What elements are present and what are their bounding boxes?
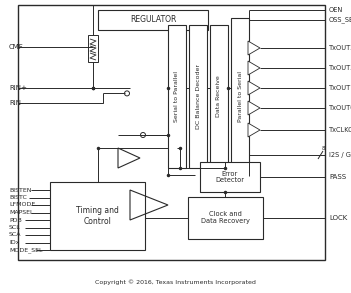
Text: LOCK: LOCK	[329, 215, 347, 221]
Text: I2S / GPIO: I2S / GPIO	[329, 152, 351, 158]
Text: TxOUT3±: TxOUT3±	[329, 45, 351, 51]
Text: Copyright © 2016, Texas Instruments Incorporated: Copyright © 2016, Texas Instruments Inco…	[95, 279, 256, 285]
Text: Timing and
Control: Timing and Control	[76, 206, 119, 226]
Text: 8: 8	[322, 146, 325, 151]
Text: SCA: SCA	[9, 233, 21, 238]
Bar	[88, 35, 98, 62]
Polygon shape	[248, 81, 260, 95]
Bar	[168, 25, 186, 168]
Text: Error
Detector: Error Detector	[216, 171, 245, 183]
Bar	[200, 162, 260, 192]
Text: IDx: IDx	[9, 240, 20, 245]
Bar	[188, 197, 263, 239]
Text: MAPSEL: MAPSEL	[9, 210, 33, 215]
Bar	[18, 5, 325, 260]
Bar	[210, 25, 228, 168]
Polygon shape	[248, 41, 260, 55]
Text: REGULATOR: REGULATOR	[130, 16, 176, 25]
Text: TxCLKOUT±: TxCLKOUT±	[329, 127, 351, 133]
Text: Data Receive: Data Receive	[217, 76, 221, 117]
Text: BISTC: BISTC	[9, 195, 27, 200]
Text: BISTEN: BISTEN	[9, 188, 32, 193]
Text: TxOUT1±: TxOUT1±	[329, 85, 351, 91]
Text: Parallel to Serial: Parallel to Serial	[238, 71, 243, 122]
Text: OSS_SEL: OSS_SEL	[329, 17, 351, 23]
Bar	[189, 25, 207, 168]
Bar	[50, 182, 145, 250]
Text: TxOUT2±: TxOUT2±	[329, 65, 351, 71]
Polygon shape	[248, 101, 260, 115]
Polygon shape	[248, 123, 260, 137]
Text: Clock and
Data Recovery: Clock and Data Recovery	[201, 212, 250, 224]
Text: RIN+: RIN+	[9, 85, 27, 91]
Text: RIN-: RIN-	[9, 100, 24, 106]
Text: Serial to Parallel: Serial to Parallel	[174, 71, 179, 122]
Text: SCL: SCL	[9, 225, 21, 230]
Text: PDB: PDB	[9, 217, 22, 222]
Text: MODE_SEL: MODE_SEL	[9, 247, 42, 253]
Text: CMF: CMF	[9, 44, 24, 50]
Polygon shape	[248, 61, 260, 75]
Text: LFMODE: LFMODE	[9, 202, 35, 207]
Text: DC Balance Decoder: DC Balance Decoder	[196, 64, 200, 129]
Bar	[231, 18, 249, 176]
Bar	[98, 10, 208, 30]
Text: PASS: PASS	[329, 174, 346, 180]
Text: TxOUT0±: TxOUT0±	[329, 105, 351, 111]
Text: OEN: OEN	[329, 7, 343, 13]
